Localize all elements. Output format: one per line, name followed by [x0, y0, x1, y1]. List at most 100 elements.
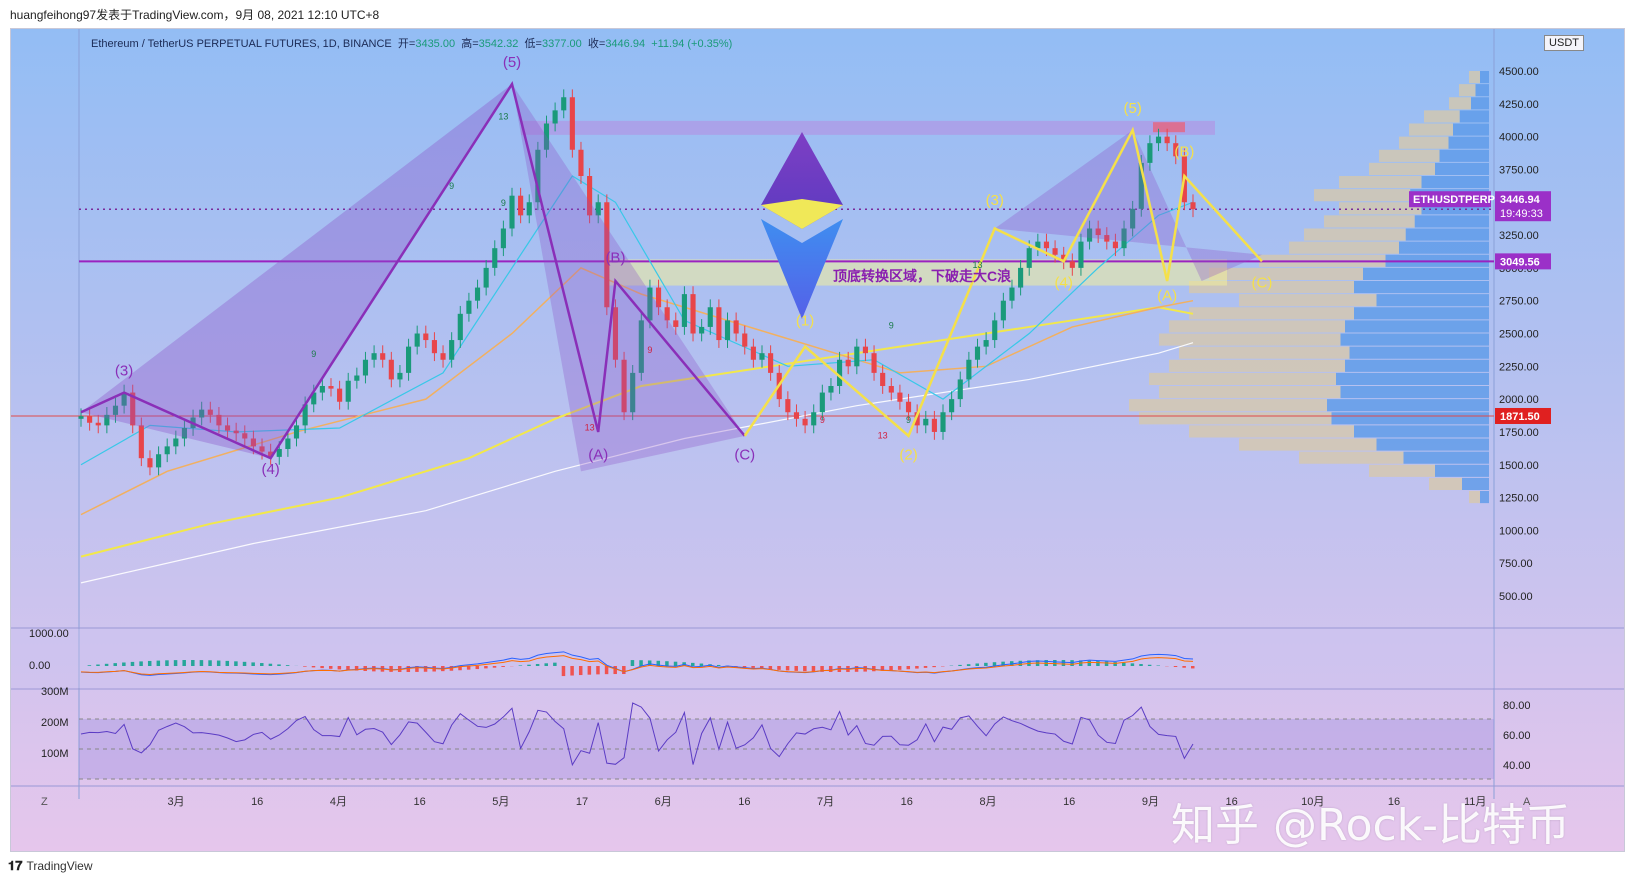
candle-body: [302, 404, 308, 426]
candle-body: [362, 359, 369, 376]
level-tag-1871-bg: [1495, 407, 1551, 424]
macd-histogram-bar: [87, 665, 92, 666]
td-count-label: 9: [647, 345, 652, 355]
candle-body: [595, 202, 601, 216]
candle-body: [707, 307, 713, 327]
candle-body: [785, 399, 791, 413]
candle-body: [1190, 202, 1196, 210]
time-tick-label: 16: [1063, 796, 1075, 808]
candle-body: [474, 287, 481, 301]
currency-button[interactable]: USDT: [1544, 35, 1584, 51]
macd-histogram-bar: [527, 664, 531, 666]
candle-body: [138, 425, 144, 459]
volume-profile-bar-buy: [1376, 438, 1489, 451]
macd-histogram-bar: [406, 666, 411, 672]
zone-annotation: 顶底转换区域，下破走大C浪: [833, 268, 1011, 284]
candle-body: [1164, 136, 1170, 144]
zoom-button[interactable]: Z: [41, 796, 48, 808]
td-count-label: 13: [972, 260, 982, 270]
macd-histogram-bar: [570, 666, 574, 676]
candle-body: [78, 416, 84, 419]
volume-profile-bar-sell: [1239, 438, 1377, 451]
symbol-tag-bg: [1409, 191, 1491, 208]
macd-histogram-bar: [234, 661, 238, 666]
candle-body: [1026, 248, 1032, 268]
support-zone: [607, 259, 1227, 286]
macd-axis-label: 0.00: [29, 660, 50, 672]
candle-body: [759, 353, 765, 360]
price-tick-label: 3250.00: [1499, 230, 1539, 242]
volume-axis-label: 300M: [41, 686, 69, 698]
macd-histogram-bar: [268, 663, 273, 666]
resistance-zone: [521, 120, 1215, 135]
volume-profile-bar-buy: [1480, 491, 1489, 504]
macd-histogram-bar: [544, 663, 548, 666]
elliott-waves: [80, 81, 1263, 472]
chart-frame[interactable]: 1000.00 0.00 300M 200M 100M 80.00 60.00 40.00 …: [10, 28, 1625, 852]
volume-profile-bar-buy: [1453, 123, 1489, 136]
macd-histogram-bar: [492, 666, 497, 668]
candle-body: [216, 414, 222, 426]
candle-body: [268, 451, 274, 457]
price-tick-label: 500.00: [1499, 591, 1533, 603]
macd-histogram-bar: [897, 666, 902, 670]
volume-profile-bar-sell: [1169, 320, 1345, 333]
candle-body: [966, 359, 972, 380]
volume-profile-bar-sell: [1399, 136, 1449, 149]
footer-brand[interactable]: TradingView: [26, 859, 93, 873]
macd-histogram-bar: [966, 664, 971, 666]
open-value: 3435.00: [415, 38, 456, 50]
volume-profile-bar-buy: [1340, 333, 1489, 346]
candle-body: [578, 149, 584, 176]
volume-profile-bar-buy: [1336, 372, 1489, 385]
low-label: 低=: [524, 38, 542, 50]
candle-body: [199, 409, 205, 418]
volume-profile-bar-sell: [1159, 333, 1341, 346]
price-tick-label: 3750.00: [1499, 164, 1539, 176]
candle-body: [319, 386, 325, 393]
yellow-wave-path: [743, 126, 1263, 438]
footer: 𝟏𝟕 TradingView: [8, 858, 93, 874]
time-tick-label: 16: [1388, 796, 1400, 808]
macd-histogram-bar: [1104, 661, 1109, 666]
candle-body: [1043, 241, 1050, 249]
candle-body: [337, 388, 343, 402]
candle-body: [561, 97, 567, 111]
macd-histogram-bar: [777, 666, 781, 670]
macd-axis-label: 1000.00: [29, 628, 69, 640]
volume-axis-label: 100M: [41, 748, 69, 760]
auto-scale-button[interactable]: A: [1523, 796, 1531, 808]
candle-body: [431, 340, 437, 354]
chart-svg[interactable]: 1000.000.00 300M200M100M80.0060.0040.00 …: [11, 29, 1625, 852]
zhihu-watermark: 知乎 @Rock-比特币: [1171, 800, 1571, 851]
time-tick-label: 16: [413, 796, 425, 808]
purple-triangle-future: [994, 130, 1262, 281]
change-value: +11.94 (+0.35%): [651, 38, 733, 50]
volume-profile-bar-buy: [1354, 425, 1489, 438]
time-tick-label: 7月: [817, 796, 834, 808]
macd-histogram-bar: [501, 666, 505, 667]
macd-histogram-bar: [872, 666, 876, 672]
td-count-label: 9: [501, 198, 506, 208]
macd-histogram-bar: [415, 666, 419, 672]
candle-body: [1078, 241, 1084, 268]
candle-body: [311, 392, 317, 405]
candle-body: [492, 248, 498, 268]
candle-body: [681, 294, 687, 327]
purple-wave-path: [80, 81, 746, 460]
candle-body: [742, 333, 748, 347]
symbol-header: Ethereum / TetherUS PERPETUAL FUTURES, 1…: [91, 35, 732, 51]
macd-histogram-bar: [553, 662, 557, 666]
volume-profile-bar-buy: [1480, 71, 1489, 84]
candle-body: [1000, 300, 1006, 321]
price-tags: ETHUSDTPERP 3446.94 19:49:33 3049.56 1871.50: [1409, 191, 1551, 424]
candle-body: [819, 392, 825, 413]
price-tick-label: 4250.00: [1499, 99, 1539, 111]
volume-profile-bar-buy: [1414, 215, 1489, 228]
candle-body: [647, 287, 653, 321]
macd-histogram-bar: [242, 661, 247, 666]
purple-wave-label: (5): [503, 54, 521, 71]
macd-histogram-bar: [691, 662, 695, 666]
candle-body: [1061, 254, 1067, 262]
eth-logo-band: [761, 199, 843, 229]
